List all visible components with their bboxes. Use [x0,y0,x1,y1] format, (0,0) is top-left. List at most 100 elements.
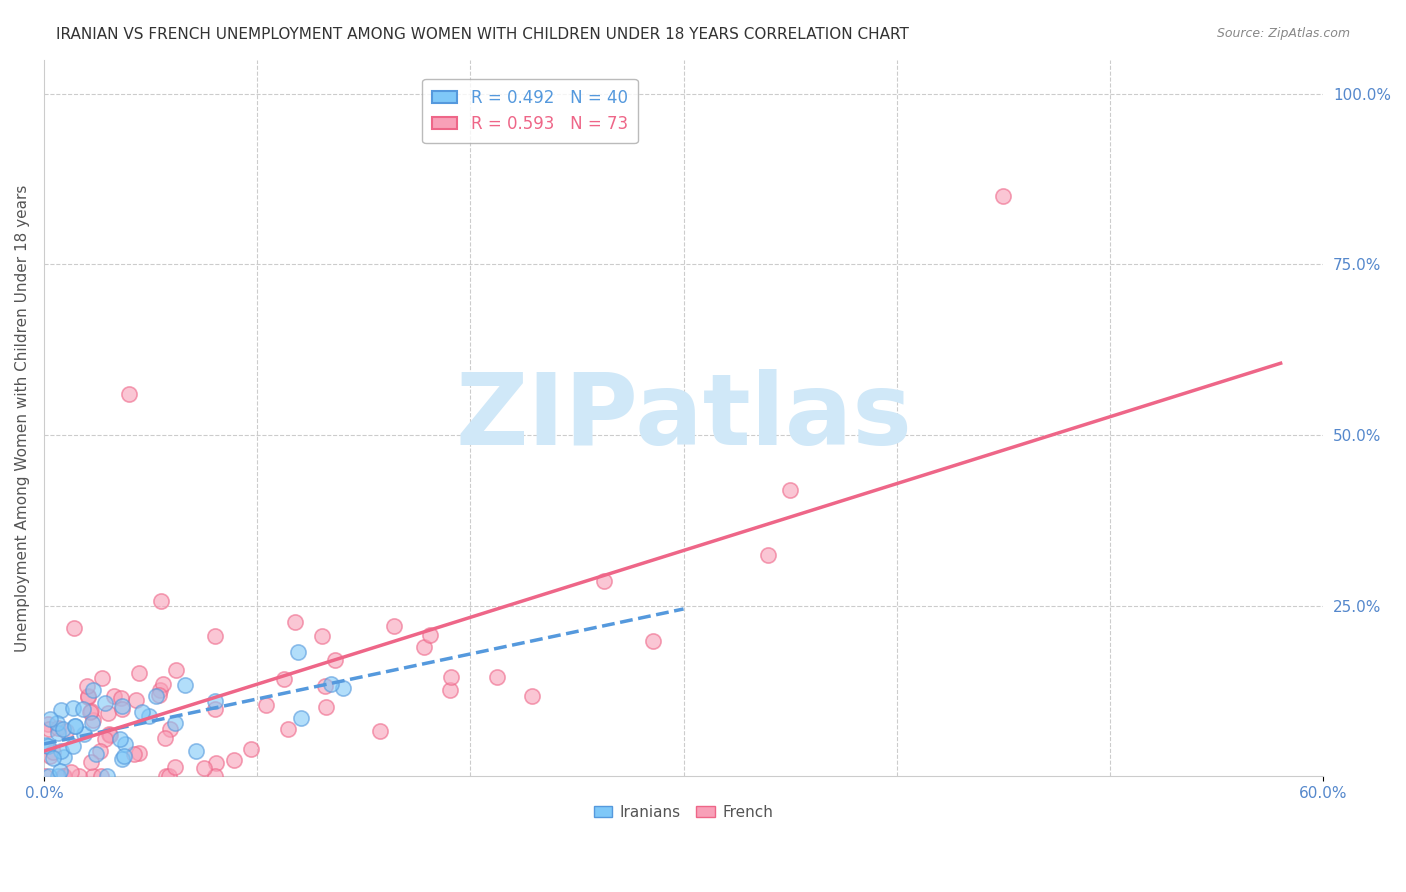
Point [522,689,544,703]
Point [103,689,125,703]
Point [321,677,343,691]
Point [59,764,82,779]
Point [204,694,226,708]
Point [439,682,461,697]
Point [52,722,75,736]
Point [55,723,77,738]
Point [314,680,336,694]
Point [125,692,148,706]
Legend: Iranians, French: Iranians, French [588,798,779,826]
Y-axis label: Unemployment Among Women with Children Under 18 years: Unemployment Among Women with Children U… [15,185,30,651]
Point [38,769,60,783]
Point [110,690,132,705]
Point [273,672,295,686]
Point [118,387,141,401]
Point [122,747,145,761]
Point [110,732,132,747]
Point [254,698,277,712]
Point [111,752,134,766]
Point [34,769,56,783]
Point [779,483,801,497]
Point [62,739,84,754]
Point [77,690,100,704]
Point [204,629,226,643]
Point [128,747,150,761]
Point [46,721,69,735]
Point [112,748,135,763]
Point [277,723,299,737]
Point [73,727,96,741]
Point [37,716,59,731]
Point [82,713,104,727]
Point [76,679,98,693]
Point [49,744,72,758]
Point [128,665,150,680]
Point [62,700,84,714]
Point [756,548,779,562]
Point [114,737,136,751]
Point [82,769,104,783]
Point [45,715,67,730]
Point [91,672,114,686]
Point [89,744,111,758]
Point [368,724,391,739]
Point [84,747,107,761]
Point [72,701,94,715]
Point [186,744,208,758]
Point [48,769,70,783]
Point [52,769,75,783]
Point [38,712,60,726]
Point [94,731,117,746]
Point [79,705,101,719]
Point [224,753,246,767]
Point [41,751,63,765]
Text: ZIPatlas: ZIPatlas [456,369,912,467]
Point [63,719,86,733]
Point [38,722,60,736]
Point [111,698,134,713]
Point [485,670,508,684]
Point [96,769,118,783]
Point [382,619,405,633]
Point [39,749,62,764]
Point [79,704,101,718]
Point [67,769,90,783]
Point [145,690,167,704]
Point [165,716,187,731]
Point [287,645,309,659]
Point [80,755,103,769]
Point [63,621,86,635]
Point [641,633,664,648]
Point [94,696,117,710]
Text: Source: ZipAtlas.com: Source: ZipAtlas.com [1216,27,1350,40]
Point [82,682,104,697]
Point [157,769,180,783]
Point [315,700,337,714]
Point [204,702,226,716]
Point [150,593,173,607]
Point [48,726,70,740]
Point [77,690,100,704]
Point [153,731,176,746]
Point [163,760,186,774]
Point [138,708,160,723]
Point [592,574,614,589]
Point [284,615,307,629]
Point [148,688,170,702]
Point [413,640,436,654]
Point [173,678,195,692]
Point [440,670,463,684]
Point [165,663,187,677]
Point [82,716,104,731]
Point [97,706,120,720]
Point [49,764,72,779]
Point [204,769,226,783]
Point [419,628,441,642]
Point [34,738,56,752]
Point [311,629,333,643]
Point [323,653,346,667]
Point [51,703,73,717]
Point [290,710,312,724]
Text: IRANIAN VS FRENCH UNEMPLOYMENT AMONG WOMEN WITH CHILDREN UNDER 18 YEARS CORRELAT: IRANIAN VS FRENCH UNEMPLOYMENT AMONG WOM… [56,27,910,42]
Point [98,727,121,741]
